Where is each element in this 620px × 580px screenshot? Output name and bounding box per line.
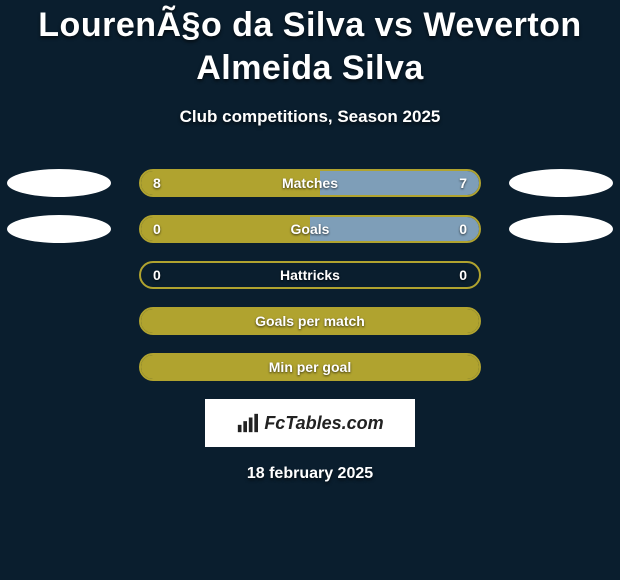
value-right: 7 (459, 171, 467, 195)
brand-label: FcTables.com (264, 413, 383, 434)
team-b-marker (509, 169, 613, 197)
value-right: 0 (459, 217, 467, 241)
team-a-marker (7, 169, 111, 197)
metric-label: Min per goal (141, 355, 479, 379)
metric-bar-hattricks: 0 Hattricks 0 (139, 261, 481, 289)
team-b-marker (509, 215, 613, 243)
metric-row: Min per goal (0, 353, 620, 381)
bars-icon (236, 412, 258, 434)
team-a-marker (7, 215, 111, 243)
metric-bar-min-per-goal: Min per goal (139, 353, 481, 381)
metric-row: 0 Goals 0 (0, 215, 620, 243)
subtitle: Club competitions, Season 2025 (0, 107, 620, 127)
page-title: LourenÃ§o da Silva vs Weverton Almeida S… (0, 4, 620, 89)
metrics-list: 8 Matches 7 0 Goals 0 0 Hattri (0, 169, 620, 381)
metric-row: 8 Matches 7 (0, 169, 620, 197)
metric-bar-goals: 0 Goals 0 (139, 215, 481, 243)
metric-bar-goals-per-match: Goals per match (139, 307, 481, 335)
metric-label: Goals per match (141, 309, 479, 333)
metric-label: Hattricks (141, 263, 479, 287)
metric-row: 0 Hattricks 0 (0, 261, 620, 289)
value-right: 0 (459, 263, 467, 287)
metric-bar-matches: 8 Matches 7 (139, 169, 481, 197)
date-label: 18 february 2025 (0, 465, 620, 483)
metric-label: Goals (141, 217, 479, 241)
comparison-card: LourenÃ§o da Silva vs Weverton Almeida S… (0, 0, 620, 580)
metric-label: Matches (141, 171, 479, 195)
metric-row: Goals per match (0, 307, 620, 335)
brand-badge: FcTables.com (205, 399, 415, 447)
